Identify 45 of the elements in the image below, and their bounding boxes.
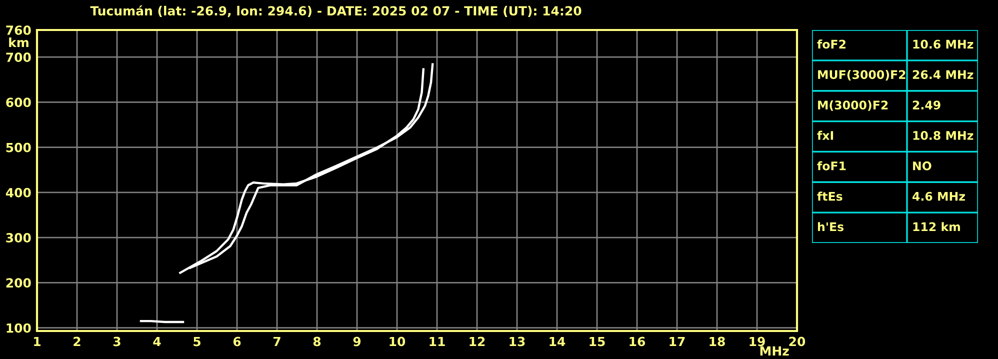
y-tick-label: 600: [6, 98, 31, 108]
x-tick-label: 19: [750, 336, 765, 346]
text: 10.8 MHz: [913, 130, 974, 140]
text: 4.6 MHz: [912, 192, 965, 201]
y-axis-title: km: [9, 37, 28, 47]
text: 26.4 MHz: [912, 70, 974, 80]
y-tick-label: 500: [6, 142, 31, 152]
category-label: M(3000)F2: [818, 100, 888, 111]
x-tick-label: 2: [74, 336, 80, 346]
x-tick-label: 13: [510, 336, 525, 346]
category-label: foF1: [817, 161, 846, 170]
category-label: foF2: [817, 40, 846, 49]
text: NO: [913, 161, 932, 170]
x-tick-label: 16: [630, 336, 646, 346]
x-tick-label: 8: [313, 336, 321, 346]
text: 112 km: [913, 222, 960, 232]
y-tick-label: 760: [6, 25, 31, 35]
y-tick-label: 700: [6, 52, 31, 62]
x-tick-label: 11: [430, 336, 445, 346]
x-tick-label: 9: [353, 336, 361, 346]
y-tick-label: 100: [6, 323, 31, 333]
category-label: fxI: [817, 130, 834, 140]
x-tick-label: 20: [789, 336, 806, 346]
x-tick-label: 17: [670, 336, 685, 346]
x-tick-label: 1: [34, 336, 40, 346]
x-tick-label: 10: [390, 336, 406, 346]
x-tick-label: 3: [113, 336, 120, 346]
x-tick-label: 5: [194, 336, 200, 346]
x-tick-label: 14: [550, 336, 566, 346]
y-tick-label: 400: [6, 188, 31, 198]
x-tick-label: 6: [233, 336, 241, 346]
x-tick-label: 15: [590, 336, 605, 346]
category-label: MUF(3000)F2: [818, 70, 906, 80]
x-tick-label: 7: [273, 336, 280, 346]
text: 10.6 MHz: [913, 40, 974, 49]
category-label: h'Es: [818, 222, 844, 232]
category-label: ftEs: [817, 192, 842, 201]
chart-title: Tucumán (lat: -26.9, lon: 294.6) - DATE: 2025 02 07 - TIME (UT): 14:20: [90, 5, 582, 18]
y-tick-label: 200: [6, 278, 31, 288]
x-tick-label: 4: [153, 336, 161, 346]
x-tick-label: 18: [710, 336, 725, 346]
x-axis-title: MHz: [760, 346, 789, 356]
x-tick-label: 12: [470, 336, 485, 346]
y-tick-label: 300: [6, 233, 31, 243]
text: 2.49: [912, 100, 940, 110]
